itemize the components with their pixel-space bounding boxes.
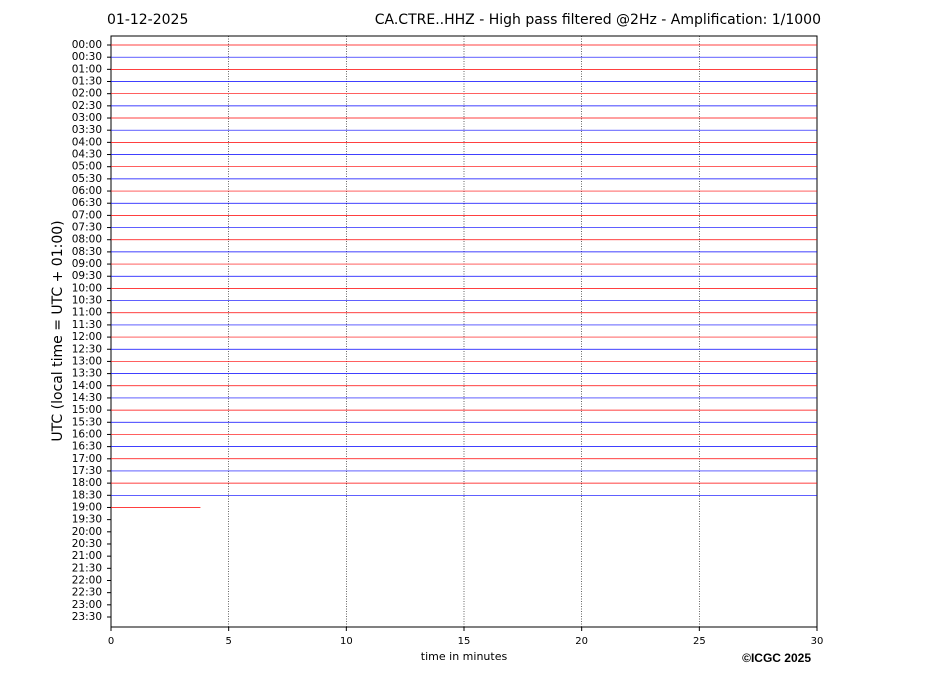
y-tick-label: 12:30 bbox=[72, 343, 102, 355]
y-tick-label: 06:30 bbox=[72, 197, 102, 209]
y-tick-label: 03:00 bbox=[72, 112, 102, 124]
x-axis-label: time in minutes bbox=[421, 650, 508, 663]
y-tick-label: 15:30 bbox=[72, 416, 102, 428]
y-tick-label: 12:00 bbox=[72, 331, 102, 343]
y-tick-label: 07:00 bbox=[72, 209, 102, 221]
y-tick-label: 22:00 bbox=[72, 574, 102, 586]
y-tick-label: 03:30 bbox=[72, 124, 102, 136]
y-tick-label: 08:00 bbox=[72, 234, 102, 246]
y-tick-label: 02:00 bbox=[72, 88, 102, 100]
y-tick-label: 02:30 bbox=[72, 100, 102, 112]
y-tick-label: 23:30 bbox=[72, 611, 102, 623]
y-tick-label: 15:00 bbox=[72, 404, 102, 416]
y-tick-label: 11:30 bbox=[72, 319, 102, 331]
y-tick-label: 08:30 bbox=[72, 246, 102, 258]
y-tick-label: 14:30 bbox=[72, 392, 102, 404]
y-tick-label: 20:00 bbox=[72, 526, 102, 538]
y-tick-label: 19:30 bbox=[72, 514, 102, 526]
y-tick-label: 05:00 bbox=[72, 161, 102, 173]
y-tick-label: 21:30 bbox=[72, 562, 102, 574]
y-tick-label: 14:00 bbox=[72, 380, 102, 392]
x-tick-label: 10 bbox=[340, 636, 353, 647]
y-tick-label: 09:00 bbox=[72, 258, 102, 270]
y-tick-label: 11:00 bbox=[72, 307, 102, 319]
y-tick-label: 16:00 bbox=[72, 428, 102, 440]
x-tick-label: 25 bbox=[693, 636, 706, 647]
x-tick-label: 30 bbox=[811, 636, 824, 647]
y-tick-label: 22:30 bbox=[72, 587, 102, 599]
y-tick-label: 16:30 bbox=[72, 441, 102, 453]
y-tick-label: 19:00 bbox=[72, 501, 102, 513]
y-tick-label: 05:30 bbox=[72, 173, 102, 185]
y-tick-label: 04:30 bbox=[72, 149, 102, 161]
y-tick-label: 17:00 bbox=[72, 453, 102, 465]
y-tick-label: 13:00 bbox=[72, 355, 102, 367]
y-tick-label: 17:30 bbox=[72, 465, 102, 477]
x-tick-label: 20 bbox=[575, 636, 588, 647]
credit: ©ICGC 2025 bbox=[742, 651, 811, 665]
y-tick-label: 04:00 bbox=[72, 136, 102, 148]
y-tick-label: 07:30 bbox=[72, 222, 102, 234]
chart-title: CA.CTRE..HHZ - High pass filtered @2Hz -… bbox=[375, 12, 821, 28]
x-tick-label: 0 bbox=[108, 636, 114, 647]
y-tick-label: 10:00 bbox=[72, 282, 102, 294]
y-tick-label: 23:00 bbox=[72, 599, 102, 611]
y-tick-label: 09:30 bbox=[72, 270, 102, 282]
chart-date: 01-12-2025 bbox=[107, 12, 188, 28]
y-tick-label: 21:00 bbox=[72, 550, 102, 562]
x-tick-label: 5 bbox=[225, 636, 231, 647]
y-tick-label: 01:30 bbox=[72, 76, 102, 88]
y-tick-label: 20:30 bbox=[72, 538, 102, 550]
y-tick-label: 13:30 bbox=[72, 368, 102, 380]
x-tick-label: 15 bbox=[458, 636, 471, 647]
y-tick-label: 10:30 bbox=[72, 295, 102, 307]
y-tick-label: 18:00 bbox=[72, 477, 102, 489]
y-tick-label: 06:00 bbox=[72, 185, 102, 197]
y-axis-label: UTC (local time = UTC + 01:00) bbox=[50, 220, 66, 441]
y-tick-label: 00:00 bbox=[72, 39, 102, 51]
y-tick-label: 18:30 bbox=[72, 489, 102, 501]
y-tick-label: 01:00 bbox=[72, 63, 102, 75]
y-tick-label: 00:30 bbox=[72, 51, 102, 63]
